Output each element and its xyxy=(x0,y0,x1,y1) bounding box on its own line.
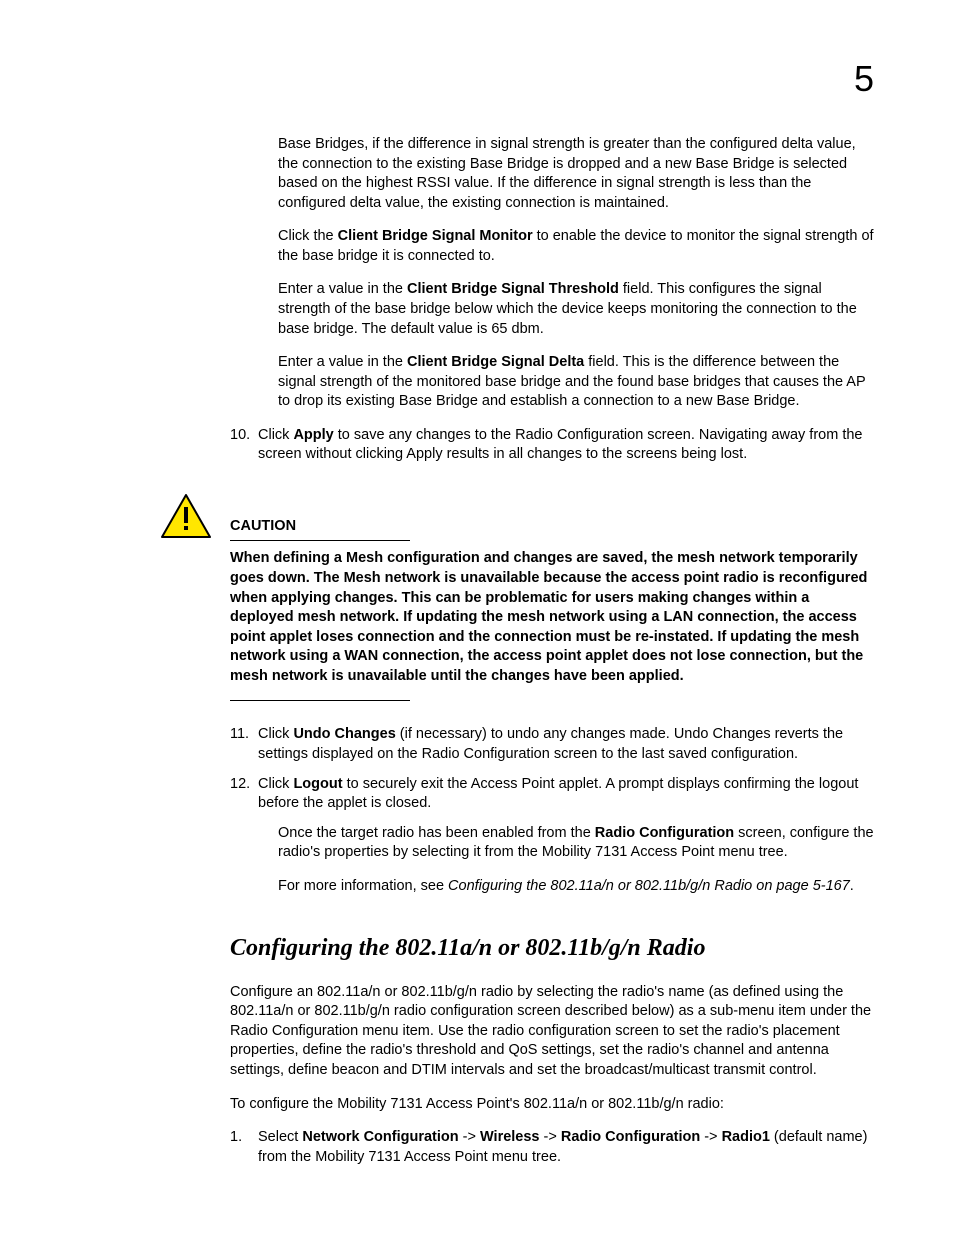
radio-configuration-bold: Radio Configuration xyxy=(595,825,734,841)
text: Once the target radio has been enabled f… xyxy=(278,825,595,841)
caution-rule-bottom xyxy=(230,700,410,701)
text: Click xyxy=(258,776,293,792)
step-12: 12. Click Logout to securely exit the Ac… xyxy=(230,775,874,814)
wireless-bold: Wireless xyxy=(480,1129,540,1145)
content-column: Base Bridges, if the difference in signa… xyxy=(230,135,874,1167)
logout-bold: Logout xyxy=(293,776,342,792)
undo-changes-bold: Undo Changes xyxy=(293,726,395,742)
radio1-bold: Radio1 xyxy=(722,1129,770,1145)
step-12-sub2: For more information, see Configuring th… xyxy=(278,877,874,897)
text: Enter a value in the xyxy=(278,354,407,370)
client-bridge-signal-monitor-bold: Client Bridge Signal Monitor xyxy=(338,228,533,244)
step-10: 10. Click Apply to save any changes to t… xyxy=(230,426,874,465)
intro-indent-block: Base Bridges, if the difference in signa… xyxy=(278,135,874,412)
intro-para-1: Base Bridges, if the difference in signa… xyxy=(278,135,874,213)
text: Click xyxy=(258,427,293,443)
text: -> xyxy=(700,1129,721,1145)
caution-text: CAUTION When defining a Mesh configurati… xyxy=(230,493,874,702)
caution-rule-top xyxy=(230,540,410,541)
text: -> xyxy=(540,1129,561,1145)
step-10-number: 10. xyxy=(230,426,258,465)
text: to securely exit the Access Point applet… xyxy=(258,776,858,812)
heading-para-2: To configure the Mobility 7131 Access Po… xyxy=(230,1095,874,1115)
caution-body: When defining a Mesh configuration and c… xyxy=(230,549,874,686)
page: 5 Base Bridges, if the difference in sig… xyxy=(0,0,954,1247)
apply-bold: Apply xyxy=(293,427,333,443)
text: -> xyxy=(459,1129,480,1145)
text: For more information, see xyxy=(278,878,448,894)
signal-monitor-para: Click the Client Bridge Signal Monitor t… xyxy=(278,227,874,266)
step-11-body: Click Undo Changes (if necessary) to und… xyxy=(258,725,874,764)
caution-icon-wrap xyxy=(160,493,230,702)
step-12-sub1: Once the target radio has been enabled f… xyxy=(278,824,874,863)
step-10-body: Click Apply to save any changes to the R… xyxy=(258,426,874,465)
text: Enter a value in the xyxy=(278,281,407,297)
step-11-number: 11. xyxy=(230,725,258,764)
config-step-1-number: 1. xyxy=(230,1128,258,1167)
text: Click xyxy=(258,726,293,742)
client-bridge-signal-threshold-bold: Client Bridge Signal Threshold xyxy=(407,281,619,297)
xref-italic: Configuring the 802.11a/n or 802.11b/g/n… xyxy=(448,878,850,894)
config-step-1-body: Select Network Configuration -> Wireless… xyxy=(258,1128,874,1167)
step-12-body: Click Logout to securely exit the Access… xyxy=(258,775,874,814)
step-11: 11. Click Undo Changes (if necessary) to… xyxy=(230,725,874,764)
client-bridge-signal-delta-bold: Client Bridge Signal Delta xyxy=(407,354,584,370)
caution-icon xyxy=(160,493,212,539)
signal-threshold-para: Enter a value in the Client Bridge Signa… xyxy=(278,280,874,339)
page-number: 5 xyxy=(854,55,874,104)
heading-para-1: Configure an 802.11a/n or 802.11b/g/n ra… xyxy=(230,983,874,1081)
network-configuration-bold: Network Configuration xyxy=(302,1129,458,1145)
text: Select xyxy=(258,1129,302,1145)
caution-block: CAUTION When defining a Mesh configurati… xyxy=(160,493,874,702)
config-step-1: 1. Select Network Configuration -> Wirel… xyxy=(230,1128,874,1167)
text: . xyxy=(850,878,854,894)
signal-delta-para: Enter a value in the Client Bridge Signa… xyxy=(278,353,874,412)
radio-configuration-crumb-bold: Radio Configuration xyxy=(561,1129,700,1145)
text: Click the xyxy=(278,228,338,244)
section-heading: Configuring the 802.11a/n or 802.11b/g/n… xyxy=(230,932,874,964)
text: to save any changes to the Radio Configu… xyxy=(258,427,862,463)
caution-label: CAUTION xyxy=(230,517,874,537)
step-12-number: 12. xyxy=(230,775,258,814)
